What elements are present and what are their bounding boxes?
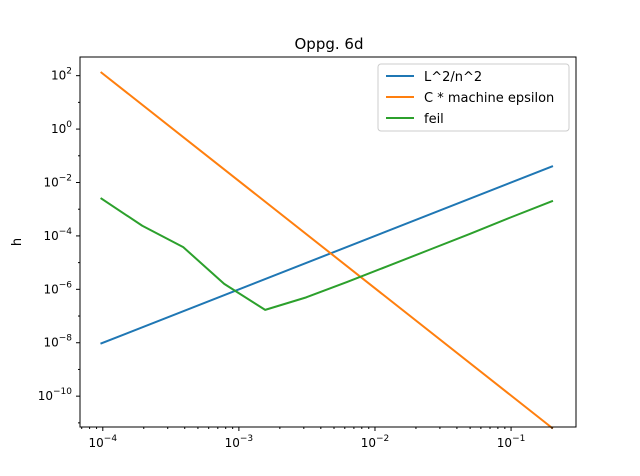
y-tick-exponent: −8: [59, 334, 73, 344]
series-line-2: [100, 197, 554, 311]
y-tick-exponent: −6: [59, 280, 73, 290]
series-line-0: [100, 165, 554, 345]
y-tick-label: 10−10: [38, 387, 73, 403]
y-axis-title: h: [10, 238, 25, 246]
x-tick-mantissa: 10: [497, 436, 512, 450]
legend-frame: [377, 63, 570, 132]
x-tick-label: 10−4: [89, 434, 118, 450]
x-tick-exponent: −4: [104, 434, 118, 444]
x-tick-mantissa: 10: [225, 436, 240, 450]
y-tick-exponent: 0: [66, 120, 72, 130]
legend-label-1: C * machine epsilon: [424, 91, 554, 106]
y-tick-exponent: −10: [53, 387, 72, 397]
y-tick-exponent: 2: [66, 67, 72, 77]
x-axis: 10−4 10−3 10−2 10−1: [81, 427, 553, 450]
y-tick-label: 10−2: [43, 173, 72, 189]
series-layer: [100, 71, 554, 430]
y-tick-mantissa: 10: [51, 69, 66, 83]
y-tick-label: 10−8: [43, 334, 72, 350]
x-tick-exponent: −2: [376, 434, 389, 444]
y-tick-mantissa: 10: [43, 336, 58, 350]
y-tick-exponent: −4: [59, 227, 73, 237]
x-tick-label: 10−2: [361, 434, 390, 450]
y-tick-mantissa: 10: [43, 282, 58, 296]
legend: L^2/n^2 C * machine epsilon feil: [377, 63, 570, 132]
x-tick-label: 10−3: [225, 434, 254, 450]
y-tick-label: 10−6: [43, 280, 72, 296]
x-tick-mantissa: 10: [361, 436, 376, 450]
y-tick-label: 102: [51, 67, 72, 83]
y-tick-exponent: −2: [59, 173, 72, 183]
x-tick-label: 10−1: [497, 434, 526, 450]
x-tick-exponent: −1: [512, 434, 525, 444]
y-tick-label: 10−4: [43, 227, 72, 243]
x-tick-exponent: −3: [240, 434, 253, 444]
y-tick-mantissa: 10: [43, 175, 58, 189]
series-line-1: [100, 71, 554, 430]
x-tick-mantissa: 10: [89, 436, 104, 450]
y-tick-mantissa: 10: [43, 229, 58, 243]
y-tick-label: 100: [51, 120, 72, 136]
plot-frame: [79, 56, 577, 428]
chart-title: Oppg. 6d: [295, 35, 364, 53]
y-tick-mantissa: 10: [38, 389, 53, 403]
legend-label-0: L^2/n^2: [424, 70, 482, 85]
y-tick-mantissa: 10: [51, 122, 66, 136]
legend-label-2: feil: [424, 112, 444, 127]
